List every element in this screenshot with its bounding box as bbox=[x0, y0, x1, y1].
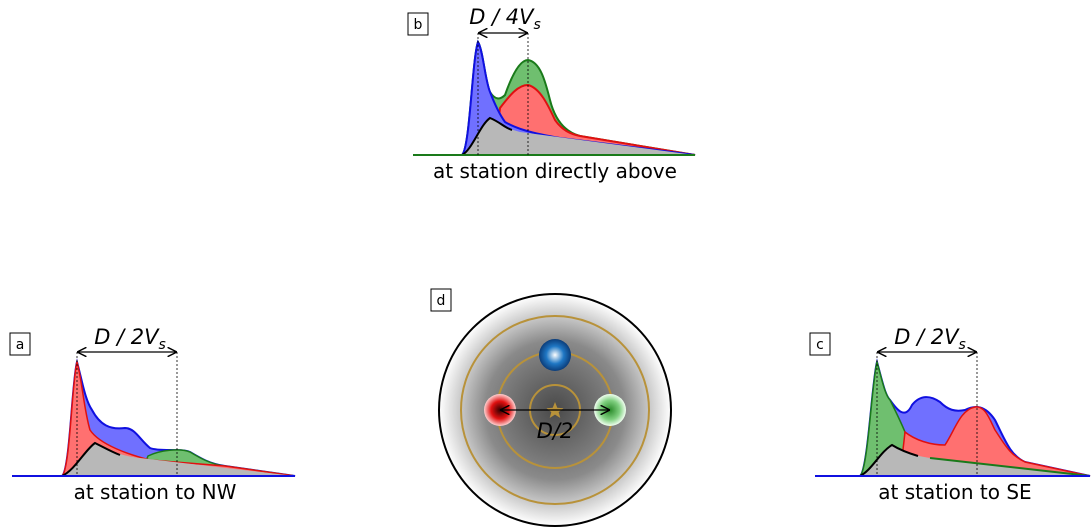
panel-label: d bbox=[437, 293, 446, 309]
caption: at station directly above bbox=[433, 159, 677, 183]
interval-sub: s bbox=[534, 17, 541, 33]
separation-label: D/2 bbox=[537, 419, 574, 443]
black-line bbox=[61, 441, 121, 477]
red-area bbox=[899, 406, 1091, 477]
interval-label: D / 2Vs bbox=[894, 325, 966, 353]
black-line bbox=[859, 443, 919, 477]
panel-label-box bbox=[407, 12, 429, 36]
panel-a: a D / 2Vs at station to NW bbox=[9, 325, 296, 504]
green-source bbox=[594, 394, 626, 426]
interval-main: D / 2V bbox=[94, 325, 160, 349]
interval-label: D / 2Vs bbox=[94, 325, 166, 353]
panel-label-box bbox=[9, 332, 31, 356]
black-line bbox=[461, 116, 513, 156]
interval-main: D / 2V bbox=[894, 325, 960, 349]
interval-sub: s bbox=[959, 337, 966, 353]
panel-d: d D/2 bbox=[430, 288, 672, 527]
panel-c: c D / 2Vs at station to SE bbox=[809, 325, 1091, 504]
interval-main: D / 4V bbox=[469, 5, 535, 29]
interval-sub: s bbox=[159, 337, 166, 353]
gray-area bbox=[62, 443, 295, 476]
gray-area bbox=[413, 118, 695, 155]
green-line bbox=[929, 457, 1091, 477]
interval-label: D / 4Vs bbox=[469, 5, 541, 33]
panel-label: b bbox=[414, 17, 423, 33]
panel-b: b D / 4Vs at station directly above bbox=[407, 5, 696, 183]
red-source bbox=[484, 394, 516, 426]
panel-label: c bbox=[816, 337, 824, 353]
panel-label-box bbox=[809, 332, 831, 356]
caption: at station to NW bbox=[74, 480, 237, 504]
panel-label-box bbox=[430, 288, 452, 312]
blue-source bbox=[539, 339, 571, 371]
panel-label: a bbox=[16, 337, 25, 353]
caption: at station to SE bbox=[878, 480, 1031, 504]
gray-area bbox=[860, 445, 1090, 476]
ring bbox=[460, 315, 650, 505]
